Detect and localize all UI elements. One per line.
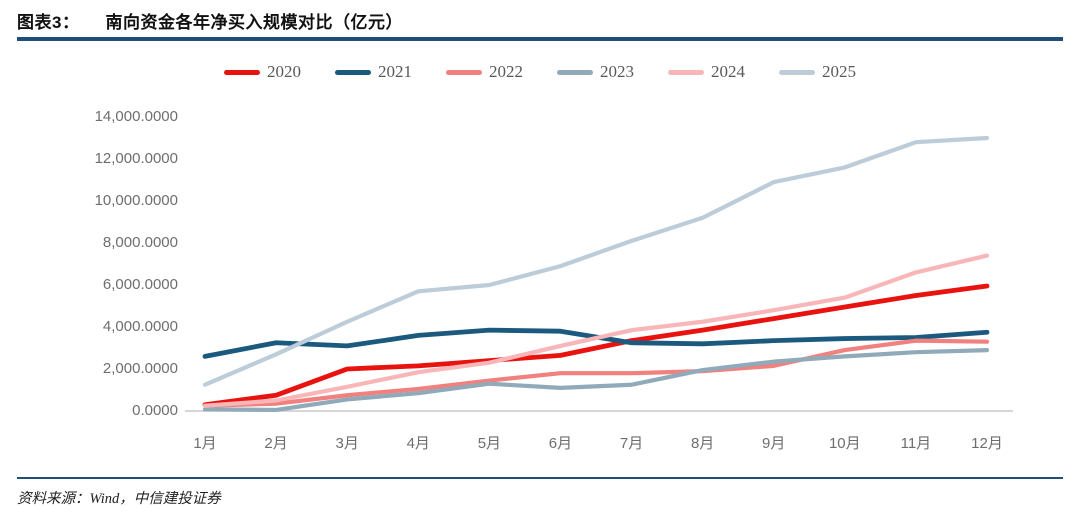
line-chart: 14,000.0000 12,000.0000 10,000.0000 8,000.0…	[0, 95, 1080, 475]
series-line-2023	[202, 348, 990, 413]
figure-label: 图表3：	[17, 13, 80, 32]
x-axis-label: 2月	[264, 435, 288, 452]
legend-label-2023: 2023	[600, 62, 634, 81]
y-axis-label: 2,000.0000	[102, 360, 178, 377]
legend-swatch-2022	[446, 69, 482, 75]
legend-item-2025: 2025	[779, 62, 856, 82]
y-axis-label: 8,000.0000	[102, 234, 178, 251]
legend-label-2020: 2020	[267, 62, 301, 81]
legend-swatch-2025	[779, 69, 815, 75]
series-line-2024	[202, 253, 990, 408]
figure-title-text: 南向资金各年净买入规模对比（亿元）	[105, 13, 403, 32]
y-axis-label: 4,000.0000	[102, 318, 178, 335]
x-axis-label: 12月	[971, 435, 1003, 452]
x-axis-label: 9月	[762, 435, 786, 452]
series-line-2025	[202, 135, 990, 387]
legend-item-2021: 2021	[335, 62, 412, 82]
y-axis-label: 14,000.0000	[94, 108, 178, 125]
legend-item-2024: 2024	[668, 62, 745, 82]
x-axis-label: 1月	[193, 435, 217, 452]
legend-item-2022: 2022	[446, 62, 523, 82]
legend-swatch-2024	[668, 69, 704, 75]
y-axis-label: 6,000.0000	[102, 276, 178, 293]
legend-swatch-2021	[335, 69, 371, 75]
title-rule	[17, 37, 1063, 41]
legend-label-2025: 2025	[822, 62, 856, 81]
legend-item-2020: 2020	[224, 62, 301, 82]
legend-label-2024: 2024	[711, 62, 745, 81]
legend-label-2022: 2022	[489, 62, 523, 81]
x-axis-label: 4月	[406, 435, 430, 452]
series-line-2022	[202, 338, 990, 408]
x-axis-label: 5月	[477, 435, 502, 452]
x-axis-label: 8月	[690, 435, 715, 452]
y-axis-label: 12,000.0000	[94, 150, 178, 167]
legend-swatch-2020	[224, 69, 260, 75]
y-axis-label: 0.0000	[132, 402, 178, 419]
footer-rule	[17, 477, 1063, 479]
x-axis-label: 10月	[828, 435, 861, 452]
x-axis-label: 11月	[900, 435, 932, 452]
legend-item-2023: 2023	[557, 62, 634, 82]
source-note: 资料来源：Wind，中信建投证券	[17, 491, 221, 507]
y-axis-label: 10,000.0000	[94, 192, 178, 209]
x-axis-label: 3月	[335, 435, 359, 452]
series-line-2020	[202, 283, 990, 408]
legend-swatch-2023	[557, 69, 593, 75]
x-axis-label: 6月	[548, 435, 573, 452]
chart-legend: 2020 2021 2022 2023 2024 2025	[0, 62, 1080, 82]
figure-title: 图表3： 南向资金各年净买入规模对比（亿元）	[17, 8, 403, 33]
chart-canvas	[185, 135, 1013, 413]
legend-label-2021: 2021	[378, 62, 412, 81]
x-axis-label: 7月	[619, 435, 644, 452]
